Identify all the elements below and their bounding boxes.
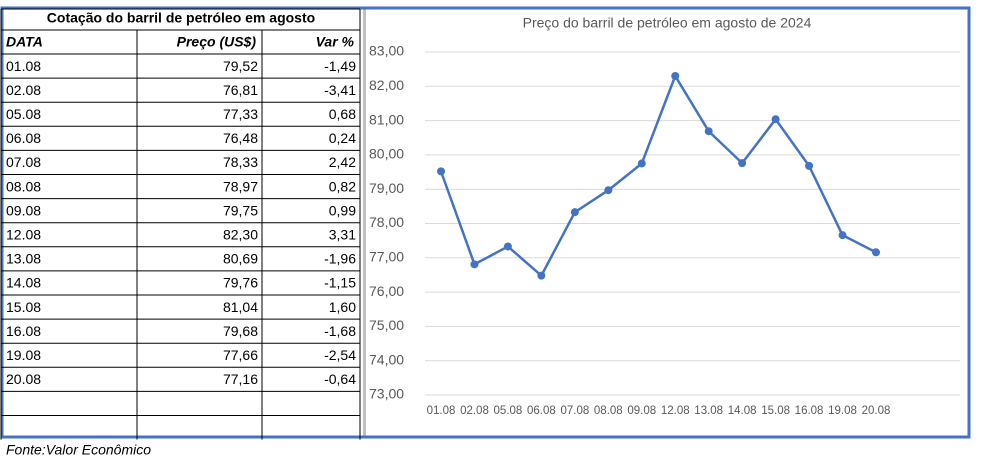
x-tick-label: 05.08 <box>494 405 523 417</box>
table-cell: 76,81 <box>223 82 258 98</box>
table-cell: 09.08 <box>6 202 41 218</box>
point <box>637 159 646 168</box>
table-cell: 77,33 <box>223 106 258 122</box>
table-title: Cotação do barril de petróleo em agosto <box>47 10 315 26</box>
point <box>437 167 445 176</box>
table-cell: 80,69 <box>223 251 258 267</box>
table-cell: 2,42 <box>329 154 356 170</box>
table-cell: 20.08 <box>6 371 41 387</box>
table-header: Preço (US$) <box>177 34 257 50</box>
table-cell: 76,48 <box>223 130 258 146</box>
point <box>470 260 479 269</box>
x-tick-label: 07.08 <box>560 405 589 417</box>
chart-title: Preço do barril de petróleo em agosto de… <box>523 15 812 31</box>
table-cell: 05.08 <box>6 106 41 122</box>
table-cell: 78,97 <box>223 178 258 194</box>
y-tick-label: 78,00 <box>369 214 404 230</box>
table-cell: 0,99 <box>329 202 356 218</box>
table-cell: -1,15 <box>324 275 356 291</box>
y-tick-label: 83,00 <box>369 43 404 59</box>
table-cell: 82,30 <box>223 226 258 242</box>
table-cell: 12.08 <box>6 226 41 242</box>
point <box>537 271 546 280</box>
table-cell: 1,60 <box>329 299 356 315</box>
table-cell: 79,52 <box>223 58 258 74</box>
table-cell: 0,24 <box>329 130 356 146</box>
table-cell: 0,68 <box>329 106 356 122</box>
x-tick-label: 14.08 <box>728 405 757 417</box>
table-cell: 77,66 <box>223 347 258 363</box>
table-header: DATA <box>6 34 43 50</box>
point <box>738 159 747 168</box>
y-tick-label: 82,00 <box>369 77 404 93</box>
x-tick-label: 19.08 <box>828 405 857 417</box>
table-cell: 79,68 <box>223 323 258 339</box>
x-tick-label: 16.08 <box>795 405 824 417</box>
y-tick-label: 80,00 <box>369 146 404 162</box>
table-cell: 15.08 <box>6 299 41 315</box>
x-tick-label: 15.08 <box>761 405 790 417</box>
table-cell: 07.08 <box>6 154 41 170</box>
y-tick-label: 81,00 <box>369 111 404 127</box>
table-cell: 77,16 <box>223 371 258 387</box>
y-tick-label: 76,00 <box>369 283 404 299</box>
point <box>570 208 579 217</box>
table-cell: -3,41 <box>324 82 356 98</box>
x-tick-label: 01.08 <box>427 405 456 417</box>
y-tick-label: 75,00 <box>369 317 404 333</box>
source: Fonte:Valor Econômico <box>6 442 151 458</box>
table-cell: 06.08 <box>6 130 41 146</box>
x-tick-label: 13.08 <box>694 405 723 417</box>
table-cell: 08.08 <box>6 178 41 194</box>
line <box>439 73 877 278</box>
x-tick-label: 08.08 <box>594 405 623 417</box>
y-tick-label: 73,00 <box>369 386 404 402</box>
point <box>872 248 880 257</box>
separator <box>363 9 366 437</box>
y-tick-label: 79,00 <box>369 180 404 196</box>
table-cell: 0,82 <box>329 178 356 194</box>
table-header: Var % <box>316 34 355 50</box>
point <box>704 127 713 136</box>
point <box>805 161 814 170</box>
table-cell: 16.08 <box>6 323 41 339</box>
point <box>503 242 512 251</box>
table-cell: 3,31 <box>329 226 356 242</box>
table-cell: -2,54 <box>324 347 356 363</box>
table-cell: 81,04 <box>223 299 258 315</box>
point <box>671 72 680 81</box>
x-tick-label: 09.08 <box>627 405 656 417</box>
point <box>838 231 847 240</box>
table-cell: -0,64 <box>324 371 356 387</box>
table-cell: 19.08 <box>6 347 41 363</box>
table-cell: -1,49 <box>324 58 356 74</box>
table-cell: -1,96 <box>324 251 356 267</box>
x-tick-label: 12.08 <box>661 405 690 417</box>
x-tick-label: 20.08 <box>862 405 891 417</box>
point <box>604 186 613 195</box>
table-cell: 79,75 <box>223 202 258 218</box>
table-cell: 79,76 <box>223 275 258 291</box>
x-tick-label: 06.08 <box>527 405 556 417</box>
x-tick-label: 02.08 <box>460 405 489 417</box>
point <box>771 115 780 124</box>
table-cell: 13.08 <box>6 251 41 267</box>
y-tick-label: 74,00 <box>369 351 404 367</box>
table-cell: 14.08 <box>6 275 41 291</box>
table-cell: -1,68 <box>324 323 356 339</box>
table-cell: 02.08 <box>6 82 41 98</box>
y-tick-label: 77,00 <box>369 249 404 265</box>
table-cell: 01.08 <box>6 58 41 74</box>
table-cell: 78,33 <box>223 154 258 170</box>
